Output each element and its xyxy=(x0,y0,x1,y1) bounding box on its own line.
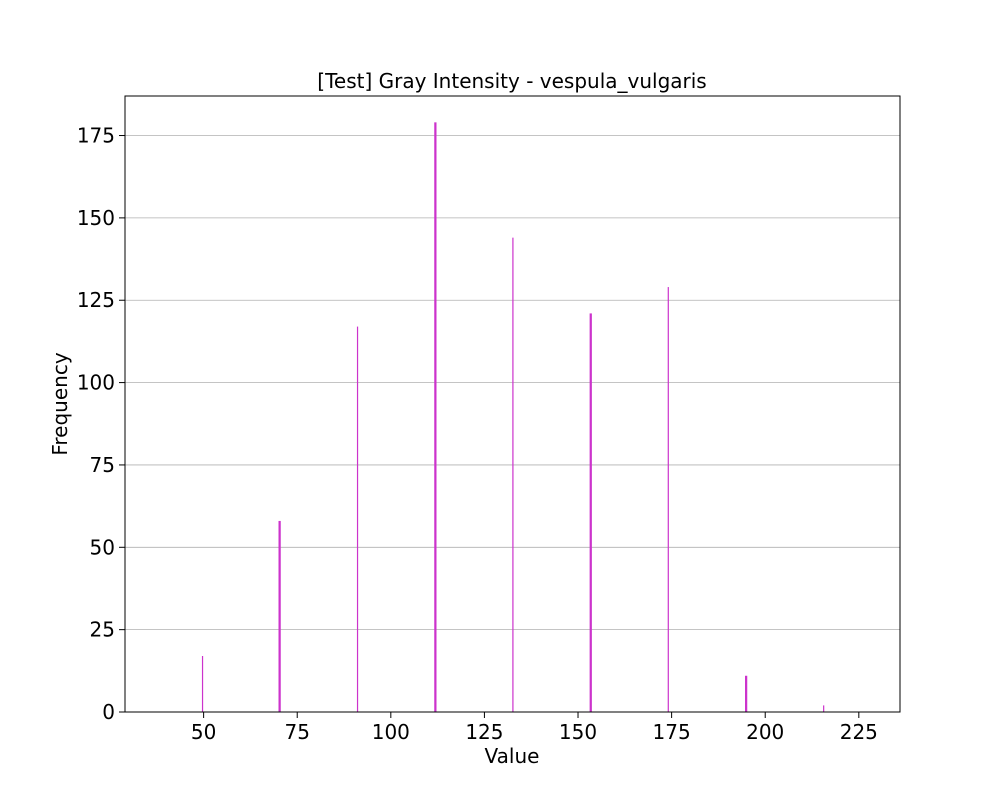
histogram-bar xyxy=(745,675,748,712)
x-tick-label: 200 xyxy=(746,720,784,744)
y-tick-label: 0 xyxy=(102,700,115,724)
x-tick-label: 225 xyxy=(840,720,878,744)
histogram-bar xyxy=(589,313,592,712)
histogram-bar xyxy=(201,656,204,712)
x-tick-label: 150 xyxy=(559,720,597,744)
histogram-bar xyxy=(512,237,514,712)
y-tick-label: 150 xyxy=(77,206,115,230)
y-tick-label: 25 xyxy=(90,618,115,642)
histogram-bar xyxy=(278,520,281,712)
histogram-bar xyxy=(667,287,669,712)
histogram-bar xyxy=(356,326,359,712)
x-tick-label: 175 xyxy=(653,720,691,744)
chart-title: [Test] Gray Intensity - vespula_vulgaris xyxy=(317,69,706,93)
y-tick-label: 75 xyxy=(90,453,115,477)
y-tick-label: 100 xyxy=(77,371,115,395)
y-axis-label: Frequency xyxy=(48,352,72,455)
x-axis-label: Value xyxy=(485,744,540,768)
x-tick-label: 50 xyxy=(191,720,216,744)
x-axis-ticks: 50 75 100 125 150 175 200 225 xyxy=(191,712,878,744)
y-tick-label: 50 xyxy=(90,535,115,559)
histogram-bar xyxy=(823,705,825,712)
x-tick-label: 125 xyxy=(465,720,503,744)
plot-frame xyxy=(124,95,901,713)
x-tick-label: 75 xyxy=(284,720,309,744)
y-tick-label: 175 xyxy=(77,124,115,148)
bars xyxy=(201,122,825,712)
y-axis-ticks: 0 25 50 75 100 125 150 175 xyxy=(77,124,125,724)
histogram-bar xyxy=(434,122,437,712)
x-tick-label: 100 xyxy=(372,720,410,744)
y-tick-label: 125 xyxy=(77,288,115,312)
